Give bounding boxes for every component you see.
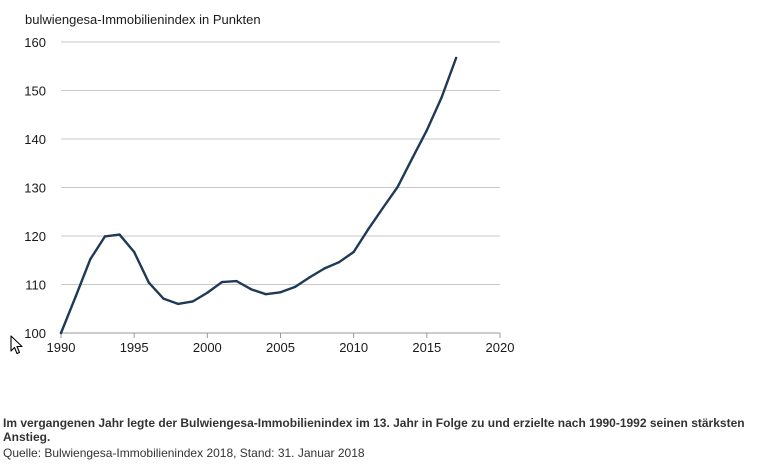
data-point — [337, 260, 341, 264]
data-point — [425, 129, 429, 132]
data-point — [191, 300, 194, 303]
data-point — [293, 285, 297, 289]
axes — [60, 332, 501, 338]
x-tick-label: 1995 — [120, 340, 149, 355]
data-point — [74, 295, 77, 298]
grid-lines — [61, 41, 500, 285]
series-line — [59, 56, 458, 335]
tick-labels: 100 110 120 130 140 150 160 1990 1995 2000 2005 201… — [24, 35, 514, 355]
chart-title: bulwiengesa-Immobilienindex in Punkten — [25, 12, 261, 27]
y-tick-label: 100 — [24, 326, 46, 341]
data-point — [440, 96, 443, 99]
series — [59, 56, 458, 335]
data-point — [132, 250, 136, 254]
y-tick-label: 120 — [24, 229, 46, 244]
x-tick-label: 2015 — [412, 340, 441, 355]
data-point — [367, 228, 370, 231]
data-point — [411, 157, 414, 160]
chart-source: Quelle: Bulwiengesa-Immobilienindex 2018… — [3, 446, 365, 460]
x-tick-label: 2020 — [486, 340, 515, 355]
data-point — [220, 280, 224, 284]
y-tick-label: 140 — [24, 132, 46, 147]
data-point — [250, 288, 253, 291]
data-point — [176, 302, 180, 306]
data-point — [323, 267, 326, 270]
y-tick-label: 110 — [25, 278, 46, 293]
data-point — [103, 235, 107, 238]
x-tick-label: 2010 — [339, 340, 368, 355]
data-point — [308, 276, 311, 279]
data-point — [118, 233, 121, 236]
data-point — [147, 281, 150, 284]
data-point — [279, 291, 282, 294]
x-tick-label: 2005 — [266, 340, 295, 355]
data-point — [162, 297, 165, 300]
data-point — [352, 250, 355, 254]
y-tick-label: 160 — [24, 35, 46, 50]
y-tick-label: 130 — [24, 181, 46, 196]
data-point — [206, 291, 209, 294]
data-point — [396, 185, 399, 189]
data-point — [454, 56, 458, 60]
data-point — [235, 279, 238, 283]
data-point — [89, 258, 92, 261]
line-chart: 100 110 120 130 140 150 160 1990 1995 2000 2005 201… — [24, 35, 514, 355]
data-point — [381, 206, 385, 210]
data-point — [264, 293, 268, 296]
data-point — [59, 331, 63, 335]
y-tick-label: 150 — [24, 84, 46, 99]
chart-caption: Im vergangenen Jahr legte der Bulwienges… — [3, 416, 745, 444]
x-tick-label: 2000 — [193, 340, 222, 355]
x-tick-label: 1990 — [47, 340, 76, 355]
mouse-cursor-icon — [10, 335, 23, 355]
